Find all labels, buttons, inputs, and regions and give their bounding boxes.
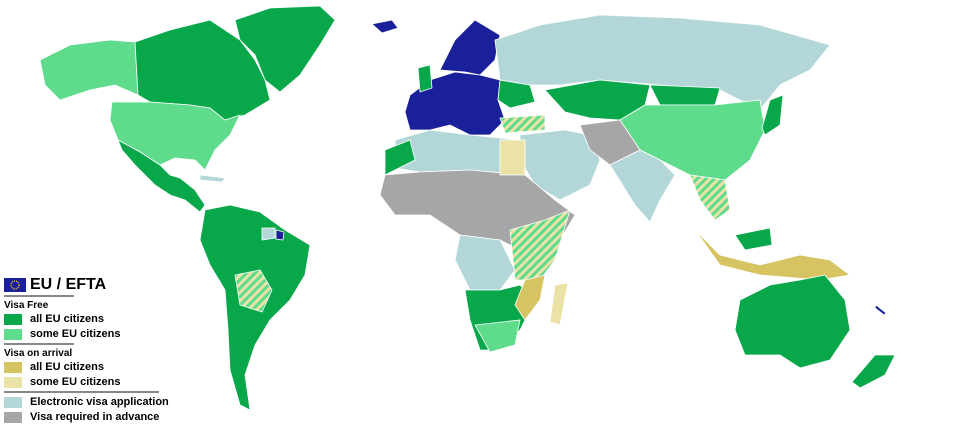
legend-item: some EU citizens <box>4 327 214 342</box>
legend-label: some EU citizens <box>30 328 121 340</box>
mongolia <box>649 84 721 106</box>
swatch <box>4 412 22 423</box>
morocco <box>384 139 416 176</box>
legend-label: some EU citizens <box>30 376 121 388</box>
japan <box>761 94 784 136</box>
legend-label: all EU citizens <box>30 313 104 325</box>
egypt <box>499 139 526 176</box>
australia <box>734 274 851 369</box>
russia <box>494 14 831 111</box>
mozambique <box>514 274 546 321</box>
divider <box>4 391 159 393</box>
legend-title: EU / EFTA <box>30 276 107 293</box>
mexico-central-america <box>117 139 206 213</box>
section-heading: Visa on arrival <box>4 348 73 359</box>
section-heading: Visa Free <box>4 300 49 311</box>
cuba <box>199 174 226 183</box>
india <box>609 149 676 223</box>
divider <box>4 295 74 297</box>
legend-item: all EU citizens <box>4 312 214 327</box>
greenland <box>234 5 336 93</box>
legend-item: Electronic visa application <box>4 395 214 410</box>
madagascar <box>549 282 569 326</box>
scandinavia <box>439 19 501 76</box>
legend-item: all EU citizens <box>4 360 214 375</box>
iceland <box>371 19 399 34</box>
turkey <box>499 114 546 134</box>
legend-label: Electronic visa application <box>30 396 169 408</box>
south-africa <box>474 319 521 353</box>
swatch <box>4 362 22 373</box>
guyana-suriname <box>261 227 276 241</box>
indonesia <box>694 229 851 281</box>
french-guiana <box>275 229 285 241</box>
swatch <box>4 314 22 325</box>
swatch <box>4 397 22 408</box>
legend-item: some EU citizens <box>4 375 214 390</box>
legend-label: all EU citizens <box>30 361 104 373</box>
swatch <box>4 329 22 340</box>
philippines-malaysia <box>734 227 773 251</box>
legend: EU / EFTA Visa Free all EU citizens some… <box>4 276 214 425</box>
bolivia <box>234 269 273 313</box>
southeast-asia <box>689 174 731 221</box>
swatch <box>4 377 22 388</box>
legend-item: Visa required in advance <box>4 410 214 425</box>
uk <box>417 64 433 93</box>
eu-flag-icon <box>4 278 26 292</box>
alaska <box>39 39 139 101</box>
east-africa <box>509 209 571 281</box>
new-caledonia <box>874 304 887 316</box>
divider <box>4 343 74 345</box>
new-zealand <box>851 354 896 389</box>
legend-label: Visa required in advance <box>30 411 160 423</box>
